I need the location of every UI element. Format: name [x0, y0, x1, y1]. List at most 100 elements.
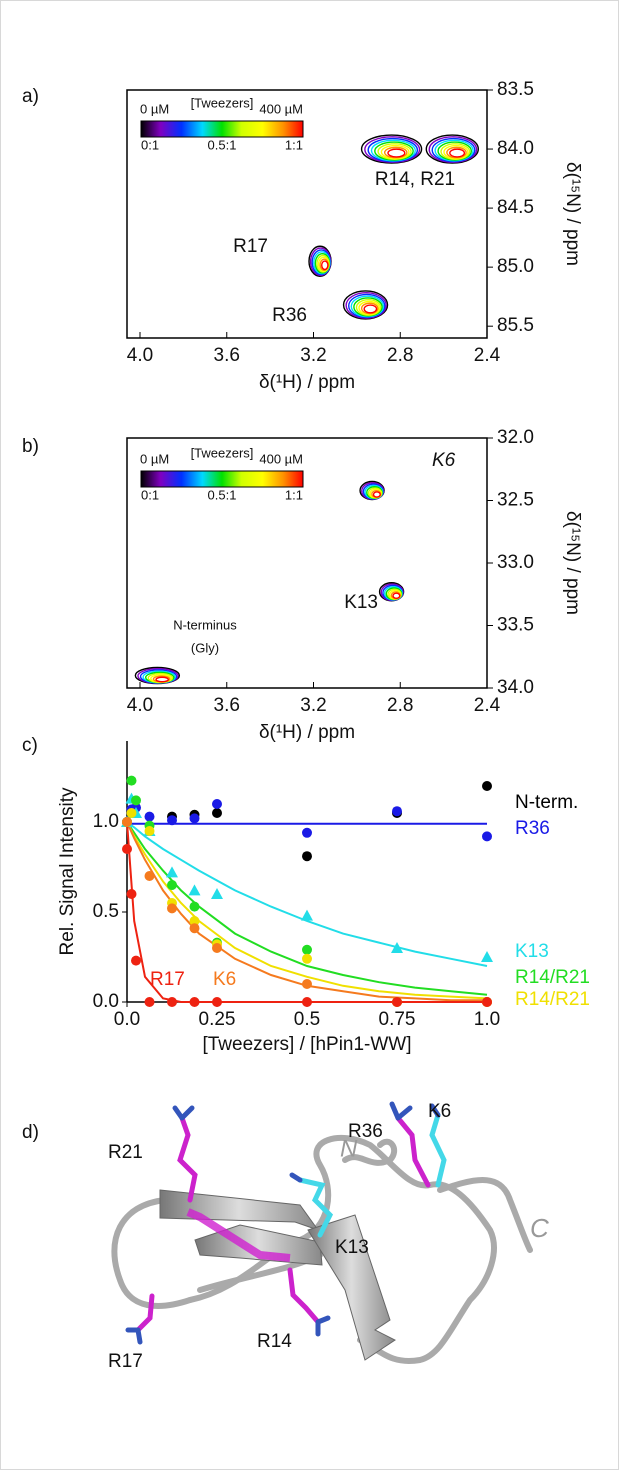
fit-line [126, 821, 488, 996]
y-tick-label: 34.0 [497, 677, 534, 698]
point [212, 997, 222, 1007]
x-tick-label: 2.4 [474, 695, 501, 716]
point [482, 831, 492, 842]
x-tick-label: 3.2 [300, 345, 326, 366]
colorbar [140, 120, 304, 138]
series-label: R14/R21 [515, 989, 590, 1010]
contour [372, 491, 381, 498]
point [167, 997, 177, 1007]
peak-label: N-terminus [173, 617, 237, 632]
contour [380, 144, 410, 160]
point [212, 808, 222, 818]
contour [383, 146, 408, 159]
point [189, 901, 200, 912]
point [302, 979, 312, 989]
contour [446, 146, 467, 159]
point [188, 884, 201, 896]
colorbar-label: 0 µM [140, 101, 169, 116]
plot-frame [126, 89, 488, 339]
contour [437, 141, 473, 161]
colorbar-tick-label: 0.5:1 [208, 487, 237, 502]
contour [367, 137, 419, 163]
x-tick-label: 0.75 [379, 1009, 416, 1030]
x-tick-label: 4.0 [127, 695, 153, 716]
point [189, 916, 200, 926]
point [302, 997, 312, 1007]
point [189, 923, 200, 934]
terminus-label: C [530, 1213, 549, 1243]
x-tick-label: 1.0 [474, 1009, 500, 1030]
colorbar [140, 470, 304, 488]
point [167, 880, 177, 890]
point [189, 997, 200, 1007]
y-tick-label: 32.0 [497, 427, 534, 448]
point [392, 806, 402, 817]
point [144, 997, 155, 1007]
point [126, 889, 137, 899]
y-tick-label: 32.5 [497, 490, 534, 511]
side-chains [125, 1101, 447, 1345]
x-tick-label: 2.8 [387, 695, 413, 716]
point [481, 951, 493, 962]
x-tick-label: 0.0 [114, 1009, 140, 1030]
point [144, 871, 155, 881]
contour [443, 144, 469, 160]
contour [358, 300, 380, 316]
structure: d) R21 R36 K6 N C K13 R17 R14 [22, 1101, 549, 1372]
series-label: N-term. [515, 792, 578, 813]
series-label: K6 [213, 969, 236, 990]
contour [360, 302, 379, 315]
colorbar-tick-label: 0.5:1 [208, 137, 237, 152]
peak-label: R36 [272, 305, 307, 326]
peak-label: R17 [233, 236, 268, 257]
strand-highlight [186, 1208, 291, 1262]
residue-label: R21 [108, 1142, 143, 1163]
point [211, 888, 223, 899]
point [391, 942, 403, 953]
contour [321, 260, 329, 271]
y-tick-label: 85.0 [497, 256, 534, 277]
contour [353, 297, 383, 317]
residue-label: K6 [428, 1101, 451, 1122]
colorbar-title: [Tweezers] [191, 445, 254, 460]
x-axis-label: δ(¹H) / ppm [259, 372, 355, 393]
contour [155, 676, 170, 683]
fit-line [126, 821, 488, 967]
point [167, 903, 177, 914]
y-tick-label: 0.5 [93, 901, 119, 922]
y-axis-label: δ(¹⁵N) / ppm [562, 162, 583, 266]
point [126, 775, 137, 786]
y-tick-label: 83.5 [497, 79, 534, 100]
contour [377, 143, 412, 160]
panels: a) 4.0 3.6 3.2 2.8 2.4 83.5 84.0 84.5 85.0 85.5 δ(¹… [22, 79, 590, 1055]
contour [350, 295, 385, 318]
series-label: R36 [515, 818, 550, 839]
peak [342, 290, 389, 320]
x-tick-label: 2.4 [474, 345, 501, 366]
contour [440, 143, 471, 160]
contour [345, 291, 387, 319]
terminus-label: N [340, 1135, 358, 1162]
y-tick-label: 85.5 [497, 315, 534, 336]
contour [355, 299, 382, 316]
panel-label: a) [22, 86, 39, 107]
residue-labels: R21 R36 K6 N C K13 R17 R14 [108, 1101, 549, 1372]
colorbar-tick-label: 1:1 [285, 487, 303, 502]
strand [307, 1214, 396, 1361]
point [144, 826, 155, 836]
x-tick-label: 4.0 [127, 345, 153, 366]
point [144, 811, 155, 822]
x-tick-label: 2.8 [387, 345, 413, 366]
y-tick-label: 84.5 [497, 197, 534, 218]
colorbar-tick-label: 0:1 [141, 137, 159, 152]
panel-label: c) [22, 735, 38, 756]
residue-label: R14 [257, 1331, 292, 1352]
contour [374, 141, 414, 161]
point [167, 815, 177, 826]
peak [360, 134, 423, 164]
series-label: R17 [150, 969, 185, 990]
chart: c) 0.0 0.25 0.5 0.75 1.0 0.0 0.5 1.0 [Tweezers] /… [22, 735, 590, 1055]
point [212, 799, 222, 809]
peak [425, 134, 480, 164]
